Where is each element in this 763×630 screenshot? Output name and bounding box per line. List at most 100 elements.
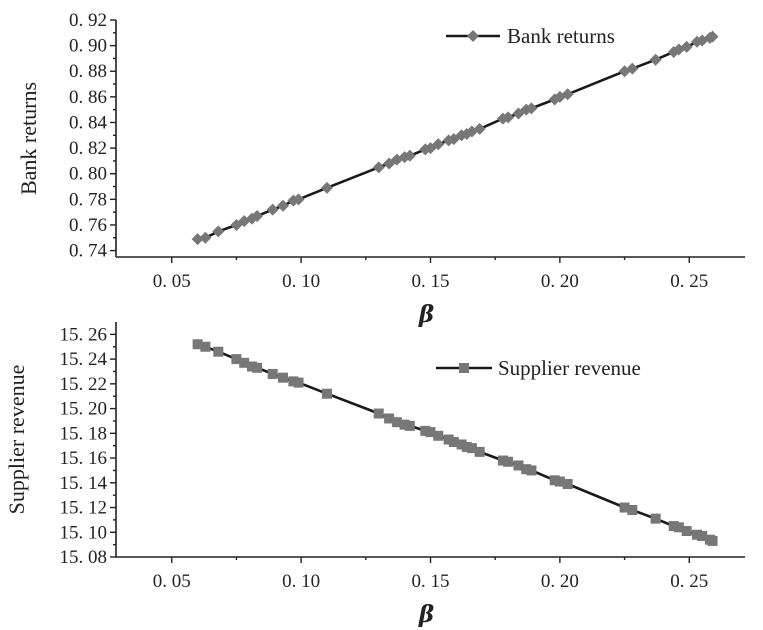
data-point	[373, 408, 384, 419]
data-point	[425, 427, 436, 438]
data-point	[288, 376, 299, 387]
data-point	[199, 231, 212, 244]
data-point	[252, 362, 263, 373]
data-point	[231, 354, 242, 365]
data-point	[619, 502, 630, 513]
data-point	[448, 436, 459, 447]
x-tick-label: 0. 25	[670, 571, 708, 592]
data-point	[554, 476, 565, 487]
data-point	[322, 388, 332, 399]
data-point	[668, 521, 679, 532]
data-point	[200, 341, 211, 352]
data-point	[526, 465, 537, 476]
data-point	[456, 439, 467, 450]
x-tick-label: 0. 20	[541, 271, 579, 292]
data-point	[626, 62, 639, 75]
data-point	[432, 138, 445, 151]
data-point	[267, 368, 278, 379]
data-point	[707, 535, 718, 546]
y-tick-label: 15. 08	[60, 547, 108, 568]
data-point	[293, 377, 304, 388]
data-point	[212, 225, 225, 238]
data-point	[246, 361, 257, 372]
data-point	[474, 446, 485, 457]
data-point	[266, 203, 279, 216]
data-point	[433, 430, 444, 441]
data-point	[399, 419, 410, 430]
data-point	[391, 417, 402, 428]
data-point	[420, 425, 431, 436]
y-tick-label: 15. 16	[60, 448, 108, 469]
data-point	[403, 149, 416, 162]
y-axis-title: Supplier revenue	[4, 365, 29, 515]
x-tick-label: 0. 20	[541, 571, 579, 592]
y-tick-label: 0. 80	[69, 164, 107, 185]
x-tick-label: 0. 15	[412, 271, 450, 292]
data-point	[461, 441, 472, 452]
data-point	[473, 122, 486, 135]
data-point	[292, 193, 305, 206]
bank-returns-chart: 0. 74 0. 76 0. 78 0. 80 0. 82 0. 84 0. 86 0. 88…	[16, 10, 745, 328]
data-point	[239, 357, 250, 368]
x-tick-label: 0. 15	[412, 571, 450, 592]
y-tick-label: 15. 12	[60, 498, 108, 519]
y-axis-title: Bank returns	[16, 82, 41, 195]
legend-marker	[459, 363, 469, 373]
data-point	[404, 420, 415, 431]
y-tick-label: 15. 14	[60, 473, 108, 494]
data-point	[321, 181, 333, 194]
data-point	[549, 475, 560, 486]
y-tick-label: 0. 78	[69, 189, 107, 210]
x-tick-label: 0. 10	[282, 571, 320, 592]
legend-label: Supplier revenue	[498, 356, 641, 380]
data-point	[443, 434, 454, 445]
supplier-revenue-chart: 15. 08 15. 10 15. 12 15. 14 15. 16 15. 18 15. …	[4, 322, 745, 628]
legend-marker	[467, 30, 479, 42]
data-point	[384, 413, 395, 424]
x-tick-label: 0. 10	[282, 271, 320, 292]
data-point	[649, 53, 662, 66]
data-point	[277, 199, 290, 212]
y-tick-label: 15. 24	[60, 349, 108, 370]
y-tick-label: 0. 84	[69, 112, 108, 133]
data-point	[192, 339, 203, 350]
data-point	[191, 233, 204, 246]
x-tick-label: 0. 25	[670, 271, 708, 292]
data-point	[213, 346, 224, 357]
data-point	[673, 522, 684, 533]
y-tick-label: 15. 18	[60, 423, 108, 444]
data-point	[680, 40, 693, 53]
data-point	[503, 456, 514, 467]
y-tick-label: 0. 74	[69, 241, 108, 262]
data-point	[650, 513, 661, 524]
legend-label: Bank returns	[507, 24, 615, 48]
data-point	[521, 464, 532, 475]
data-point	[692, 529, 703, 540]
data-point	[681, 526, 692, 537]
data-point	[251, 210, 264, 223]
x-axis-title: β	[418, 301, 434, 328]
data-point	[502, 111, 515, 124]
data-point	[697, 530, 708, 541]
data-point	[278, 372, 289, 383]
y-tick-label: 0. 92	[69, 10, 107, 31]
data-point	[513, 460, 524, 471]
y-tick-label: 15. 22	[60, 374, 108, 395]
data-point	[466, 443, 477, 454]
y-tick-label: 15. 10	[60, 522, 108, 543]
y-tick-label: 0. 82	[69, 138, 107, 159]
data-point	[525, 102, 538, 115]
x-tick-label: 0. 05	[153, 271, 191, 292]
data-point	[497, 455, 508, 466]
data-point	[706, 30, 719, 43]
data-point	[562, 479, 573, 490]
x-tick-label: 0. 05	[153, 571, 191, 592]
y-tick-label: 0. 76	[69, 215, 107, 236]
y-tick-label: 0. 88	[69, 61, 107, 82]
y-tick-label: 15. 26	[60, 324, 108, 345]
data-point	[561, 88, 574, 101]
data-point	[372, 161, 385, 174]
y-tick-label: 0. 86	[69, 87, 107, 108]
y-tick-label: 15. 20	[60, 399, 108, 420]
